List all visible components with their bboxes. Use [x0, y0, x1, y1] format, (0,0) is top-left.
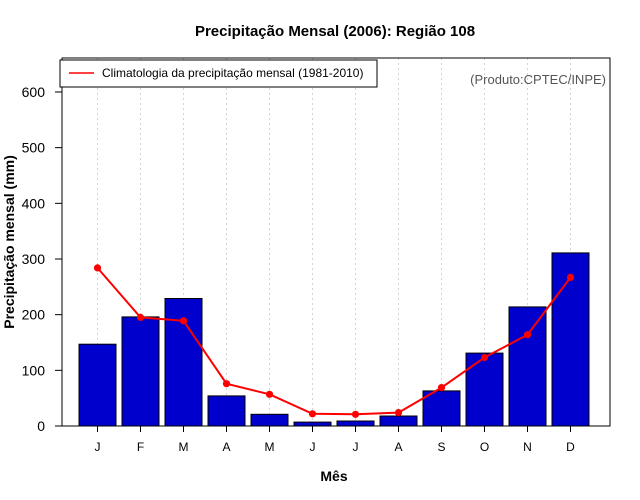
y-tick-label: 400	[22, 195, 46, 211]
x-tick-label: J	[353, 440, 359, 454]
climatology-point-11	[566, 273, 575, 281]
bar-3	[207, 395, 246, 427]
y-axis-label: Precipitação mensal (mm)	[1, 155, 17, 329]
bar-7	[379, 415, 418, 427]
y-tick-label: 500	[22, 140, 46, 156]
climatology-point-7	[394, 409, 403, 417]
y-tick-label: 200	[22, 307, 46, 323]
climatology-point-6	[351, 410, 360, 418]
climatology-point-3	[222, 380, 231, 388]
x-tick-label: D	[566, 440, 575, 454]
x-tick-label: A	[394, 440, 402, 454]
bar-4	[250, 413, 289, 427]
chart-title: Precipitação Mensal (2006): Região 108	[195, 23, 475, 40]
credit-text: (Produto:CPTEC/INPE)	[470, 72, 606, 87]
y-tick-label: 0	[37, 418, 45, 434]
climatology-point-2	[179, 317, 188, 325]
bar-5	[293, 421, 332, 427]
climatology-point-9	[480, 353, 489, 362]
y-tick-label: 600	[22, 84, 46, 100]
legend-box	[59, 59, 378, 88]
x-tick-label: M	[265, 440, 275, 454]
climatology-point-8	[437, 384, 446, 392]
bar-6	[336, 420, 375, 427]
legend: Climatologia da precipitação mensal (198…	[59, 59, 378, 88]
bar-10	[508, 306, 547, 427]
x-tick-label: A	[222, 440, 230, 454]
climatology-point-0	[93, 264, 102, 272]
bar-11	[551, 252, 590, 427]
climatology-point-4	[265, 390, 274, 398]
x-tick-label: F	[137, 440, 144, 454]
bar-1	[121, 316, 160, 427]
plot-frame	[61, 57, 611, 427]
x-axis-label: Mês	[320, 468, 347, 484]
climatology-point-1	[136, 313, 145, 321]
y-tick-label: 100	[22, 362, 46, 378]
bars	[78, 252, 590, 427]
bar-0	[78, 343, 117, 427]
climatology-line	[93, 264, 575, 418]
x-tick-label: J	[310, 440, 316, 454]
y-tick-label: 300	[22, 251, 46, 267]
bar-9	[465, 352, 504, 427]
x-tick-label: J	[95, 440, 101, 454]
y-axis: 0 100 200 300 400 500 600	[22, 84, 62, 434]
x-tick-label: M	[179, 440, 189, 454]
x-tick-label: S	[437, 440, 445, 454]
x-tick-label: N	[523, 440, 532, 454]
x-tick-label: O	[480, 440, 489, 454]
climatology-polyline	[96, 267, 572, 416]
climatology-point-10	[523, 331, 532, 339]
legend-label-climatology: Climatologia da precipitação mensal (198…	[102, 66, 363, 80]
climatology-point-5	[308, 410, 317, 418]
